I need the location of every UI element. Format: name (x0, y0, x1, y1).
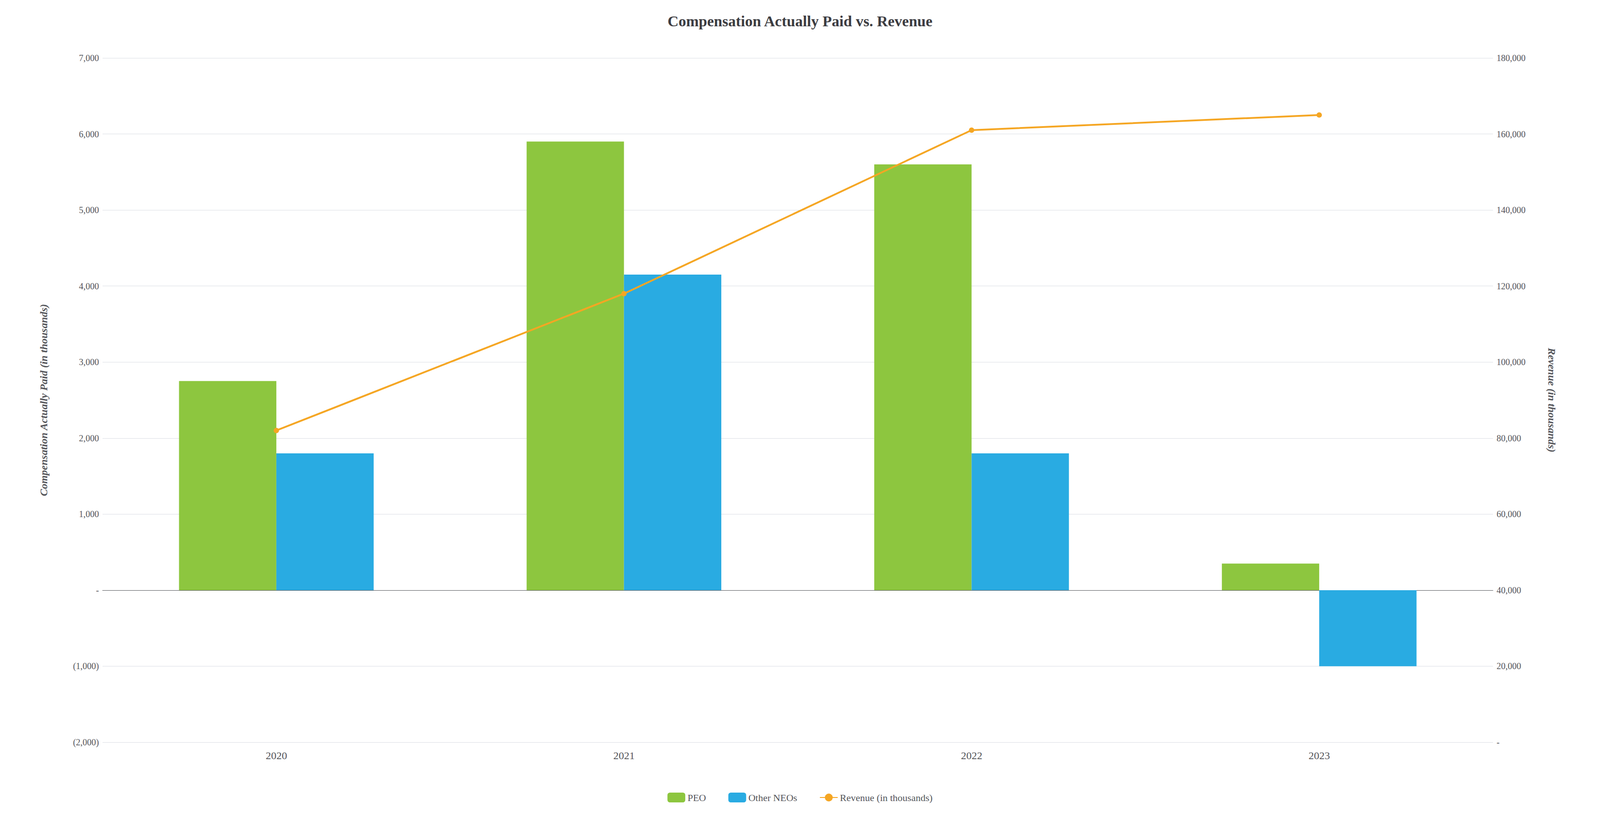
svg-text:140,000: 140,000 (1496, 205, 1526, 215)
svg-text:2023: 2023 (1308, 749, 1330, 762)
svg-text:80,000: 80,000 (1496, 433, 1522, 444)
svg-text:2020: 2020 (265, 749, 288, 762)
svg-text:20,000: 20,000 (1496, 661, 1522, 671)
svg-text:Revenue (in thousands): Revenue (in thousands) (1546, 347, 1558, 453)
svg-text:(1,000): (1,000) (73, 661, 99, 672)
svg-text:PEO: PEO (687, 792, 707, 804)
svg-text:(2,000): (2,000) (73, 737, 99, 748)
svg-text:2,000: 2,000 (78, 433, 99, 444)
svg-text:160,000: 160,000 (1496, 129, 1526, 140)
svg-text:6,000: 6,000 (78, 129, 99, 140)
svg-text:-: - (95, 585, 99, 596)
svg-text:120,000: 120,000 (1496, 281, 1526, 292)
svg-text:2021: 2021 (613, 749, 635, 762)
svg-text:180,000: 180,000 (1496, 53, 1526, 63)
svg-text:2022: 2022 (960, 749, 983, 762)
svg-text:4,000: 4,000 (78, 281, 99, 292)
svg-text:3,000: 3,000 (78, 357, 99, 367)
svg-text:Compensation Actually Paid vs.: Compensation Actually Paid vs. Revenue (667, 12, 933, 30)
svg-text:5,000: 5,000 (78, 205, 99, 215)
svg-text:60,000: 60,000 (1496, 509, 1522, 519)
svg-text:Compensation Actually Paid (in: Compensation Actually Paid (in thousands… (37, 304, 50, 497)
svg-text:100,000: 100,000 (1496, 357, 1526, 367)
svg-text:40,000: 40,000 (1496, 585, 1522, 596)
svg-text:7,000: 7,000 (78, 53, 99, 63)
svg-text:-: - (1496, 737, 1500, 748)
svg-text:Other NEOs: Other NEOs (748, 792, 798, 804)
svg-text:1,000: 1,000 (78, 509, 99, 519)
svg-text:Revenue (in thousands): Revenue (in thousands) (839, 792, 933, 804)
